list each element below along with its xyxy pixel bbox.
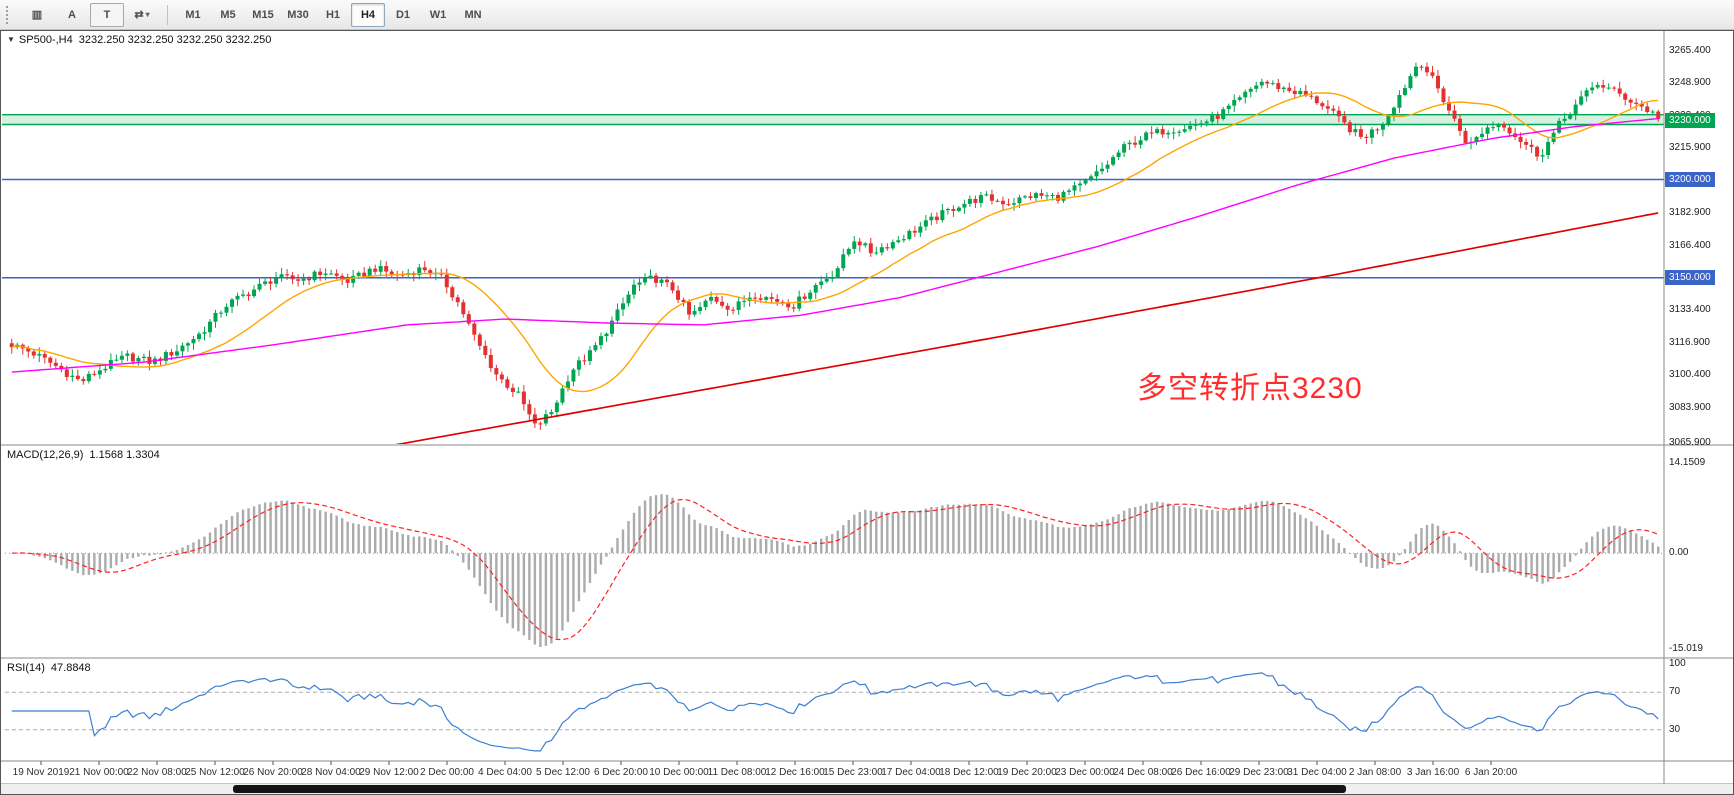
time-axis-label: 2 Jan 08:00 xyxy=(1348,767,1402,778)
price-axis-label: 3116.900 xyxy=(1669,336,1710,348)
price-axis-label: 3166.400 xyxy=(1669,239,1711,251)
time-axis-label: 22 Nov 08:00 xyxy=(127,767,187,778)
time-axis-label: 4 Dec 04:00 xyxy=(478,767,532,778)
time-axis-label: 17 Dec 04:00 xyxy=(881,767,941,778)
rsi-axis-label: 30 xyxy=(1669,723,1681,735)
ma-fast-line xyxy=(11,92,1659,393)
time-axis-label: 23 Dec 00:00 xyxy=(1055,767,1115,778)
timeframe-button-h1[interactable]: H1 xyxy=(325,8,341,21)
price-level-badge: 3200.000 xyxy=(1665,172,1715,187)
scrollbar-thumb[interactable] xyxy=(233,785,1346,793)
toolbar-grip[interactable] xyxy=(6,5,13,24)
time-axis-label: 26 Dec 16:00 xyxy=(1171,767,1231,778)
price-axis-label: 3265.400 xyxy=(1669,45,1711,56)
price-axis-label: 3133.400 xyxy=(1669,304,1711,316)
time-axis-label: 19 Dec 20:00 xyxy=(997,767,1057,778)
timeframe-button-d1[interactable]: D1 xyxy=(395,8,411,21)
time-axis-label: 19 Nov 2019 xyxy=(12,767,70,778)
rsi-label: RSI(14) xyxy=(7,662,45,674)
collapse-icon[interactable]: ▼ xyxy=(7,35,15,44)
rsi-header: RSI(14) 47.8848 xyxy=(7,662,91,674)
macd-header: MACD(12,26,9) 1.1568 1.3304 xyxy=(7,449,160,461)
time-axis-label: 29 Nov 12:00 xyxy=(359,767,419,778)
ma-mid-line xyxy=(11,117,1659,373)
timeframe-button-m1[interactable]: M1 xyxy=(185,8,201,21)
timeframe-button-group: M1 M5 M15 M30 H1 H4 D1 W1 MN xyxy=(176,2,490,27)
rsi-indicator xyxy=(5,672,1663,752)
toolbar: ▥ A T ⇄ ▾ M1 M5 M15 M30 H1 H4 D1 W1 MN xyxy=(0,0,1734,30)
ohlc-values: 3232.250 3232.250 3232.250 3232.250 xyxy=(78,34,272,46)
cycle-tool-icon[interactable]: ⇄ ▾ xyxy=(134,9,150,21)
time-axis-label: 29 Dec 23:00 xyxy=(1229,767,1289,778)
text-a-tool[interactable]: A xyxy=(68,8,76,21)
moving-average-lines xyxy=(11,92,1659,444)
macd-label: MACD(12,26,9) xyxy=(7,449,84,461)
rsi-value: 47.8848 xyxy=(50,662,91,674)
timeframe-button-m5[interactable]: M5 xyxy=(220,8,236,21)
time-axis-label: 11 Dec 08:00 xyxy=(707,767,767,778)
price-axis-label: 3100.400 xyxy=(1669,369,1711,381)
macd-axis-label: -15.019 xyxy=(1669,643,1703,654)
macd-indicator xyxy=(5,494,1663,647)
time-axis-label: 21 Nov 00:00 xyxy=(69,767,129,778)
timeframe-button-mn[interactable]: MN xyxy=(464,8,482,21)
price-axis-label: 3083.900 xyxy=(1669,401,1711,413)
time-axis-label: 2 Dec 00:00 xyxy=(420,767,474,778)
timeframe-button-w1[interactable]: W1 xyxy=(429,8,447,21)
rsi-axis-label: 70 xyxy=(1669,686,1681,698)
time-axis-label: 3 Jan 16:00 xyxy=(1406,767,1460,778)
time-axis-label: 15 Dec 23:00 xyxy=(823,767,883,778)
rsi-line xyxy=(11,672,1659,752)
price-axis-label: 3215.900 xyxy=(1669,142,1711,154)
time-axis-label: 31 Dec 04:00 xyxy=(1287,767,1347,778)
time-axis-label: 25 Nov 12:00 xyxy=(185,767,245,778)
time-axis-label: 6 Dec 20:00 xyxy=(594,767,648,778)
price-level-badge: 3150.000 xyxy=(1665,270,1715,286)
time-axis-label: 5 Dec 12:00 xyxy=(536,767,590,778)
timeframe-button-m15[interactable]: M15 xyxy=(252,8,274,21)
chart-canvas xyxy=(1,31,1733,794)
toolbar-separator xyxy=(167,4,168,25)
dropdown-caret-icon: ▾ xyxy=(145,10,150,19)
price-axis-label: 3182.900 xyxy=(1669,207,1711,219)
text-t-tool[interactable]: T xyxy=(90,2,124,27)
macd-signal-line xyxy=(11,498,1659,641)
macd-axis-label: 14.1509 xyxy=(1669,457,1706,468)
time-axis-label: 26 Nov 20:00 xyxy=(243,767,303,778)
chart-area[interactable]: ▼ SP500-,H4 3232.250 3232.250 3232.250 323… xyxy=(0,30,1734,795)
candlestick-series xyxy=(9,62,1661,430)
rsi-axis-label: 100 xyxy=(1669,658,1686,669)
time-axis-label: 12 Dec 16:00 xyxy=(765,767,825,778)
symbol-timeframe-label: SP500-,H4 xyxy=(18,34,73,46)
timeframe-button-m30[interactable]: M30 xyxy=(287,8,309,21)
macd-axis-label: 0.00 xyxy=(1669,547,1689,559)
price-level-badge: 3230.000 xyxy=(1665,113,1715,129)
chart-title-bar: ▼ SP500-,H4 3232.250 3232.250 3232.250 323… xyxy=(7,34,271,46)
horizontal-scrollbar xyxy=(1,784,1733,794)
timeframe-button-h4[interactable]: H4 xyxy=(351,2,385,27)
time-axis-label: 10 Dec 00:00 xyxy=(649,767,709,778)
ma-slow-line xyxy=(395,212,1659,444)
panel-frames xyxy=(1,31,1733,785)
time-axis-label: 28 Nov 04:00 xyxy=(301,767,361,778)
horizontal-levels xyxy=(2,113,1664,279)
chart-text-annotation: 多空转折点3230 xyxy=(1137,372,1363,405)
chart-style-icon[interactable]: ▥ xyxy=(31,9,43,21)
time-axis-label: 24 Dec 08:00 xyxy=(1113,767,1173,778)
price-axis-label: 3065.900 xyxy=(1669,437,1711,448)
time-axis-label: 6 Jan 20:00 xyxy=(1464,767,1518,778)
tool-button-group: ▥ A T ⇄ ▾ xyxy=(20,2,159,27)
price-axis-label: 3248.900 xyxy=(1669,77,1711,89)
macd-values: 1.1568 1.3304 xyxy=(89,449,160,461)
time-axis-label: 18 Dec 12:00 xyxy=(939,767,999,778)
